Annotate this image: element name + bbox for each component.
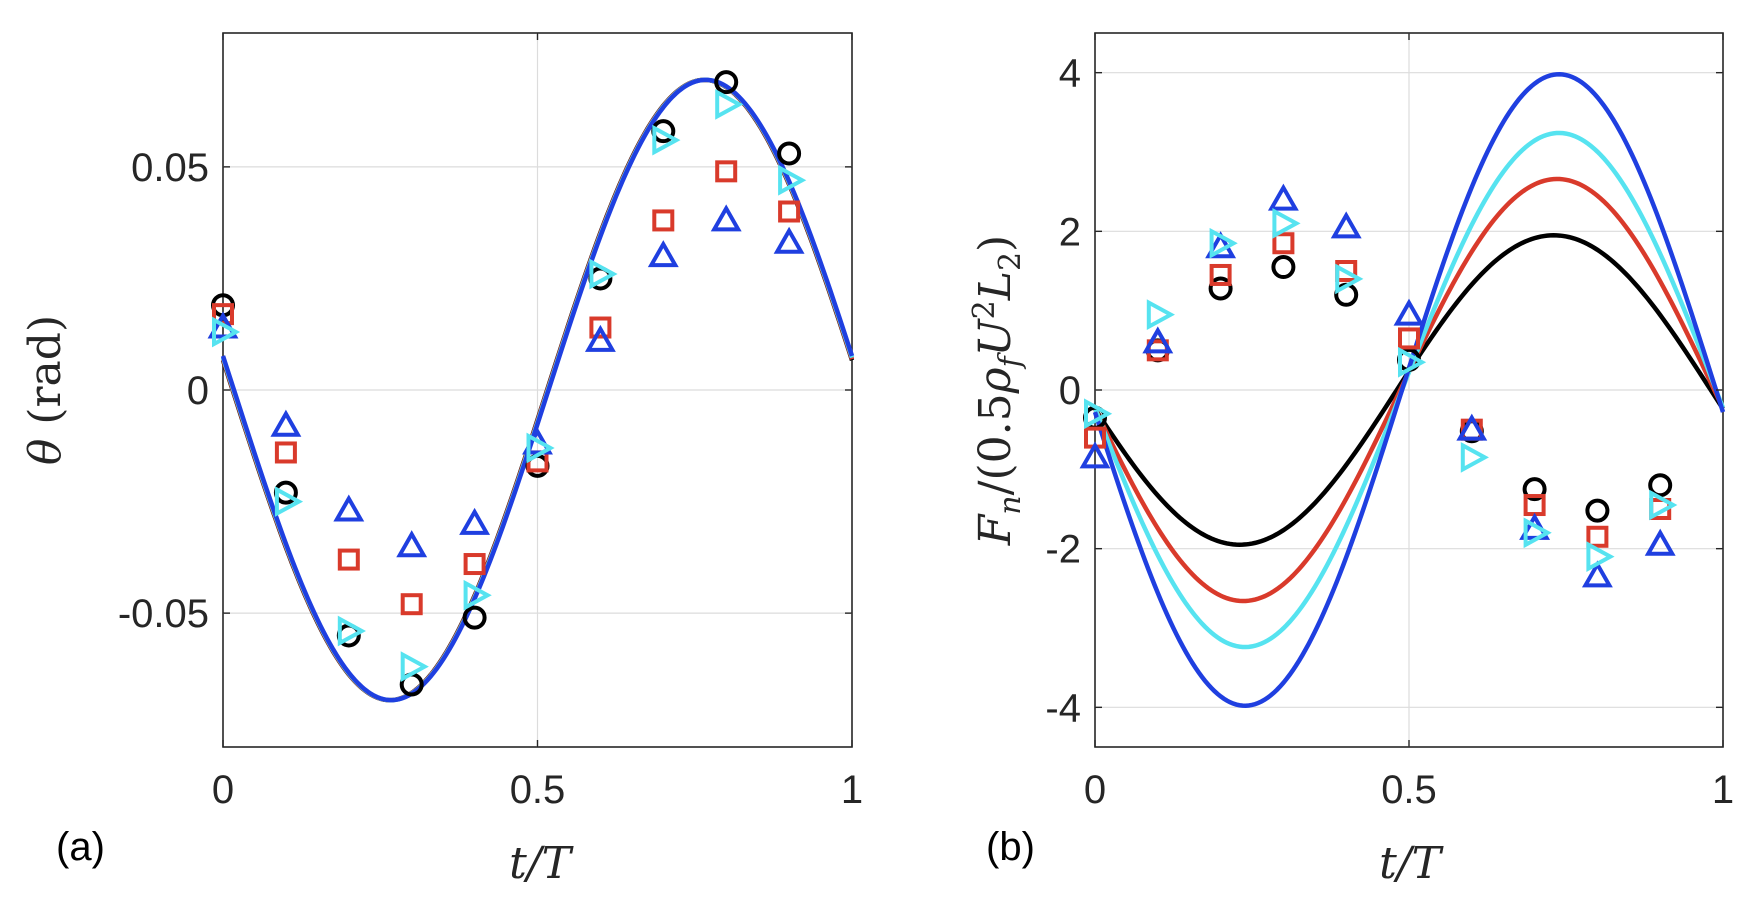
circle-marker [1522,477,1547,502]
triangle-right-marker [1586,541,1615,572]
panel-b-x-axis-label: t/T [1379,838,1445,889]
triangle-right-marker [652,124,681,156]
triangle-right-marker [400,651,429,683]
panel-a-x-axis-label: t/T [509,838,575,889]
y-tick-label: 0 [187,369,209,413]
triangle-up-marker [1393,298,1425,326]
triangle-right-marker [778,164,807,196]
x-tick-label: 0 [212,768,234,812]
model-curve [220,77,855,703]
circle-marker [777,141,802,166]
panel-b-grid [1095,33,1723,747]
triangle-up-marker [1079,441,1111,469]
triangle-right-marker [1084,398,1113,430]
triangle-right-marker [1460,442,1489,473]
x-tick-label: 1 [1712,768,1734,812]
triangle-right-marker [274,486,304,517]
y-tick-label: -0.05 [118,592,209,636]
triangle-up-marker [584,324,616,352]
triangle-up-marker [1581,560,1613,588]
square-marker [1586,525,1609,548]
panel-a-theta-plot: 0 0.5 1 -0.05 0 0.05 t/T θ (rad) (a) [20,32,863,889]
x-tick-label: 0.5 [1381,768,1437,812]
circle-marker [1208,276,1233,301]
square-marker [715,160,738,183]
panel-b-y-axis-label: Fn/(0.5ρfU2L2) [967,235,1028,546]
triangle-up-marker [1644,528,1676,556]
panel-a-y-axis-label: θ (rad) [20,315,71,465]
svg-text:t/T: t/T [1379,838,1445,889]
x-tick-label: 0 [1084,768,1106,812]
triangle-right-marker [212,316,241,348]
panel-a-grid [223,33,852,747]
square-marker [400,593,423,616]
panel-a-ticks: 0 0.5 1 -0.05 0 0.05 [118,33,863,812]
triangle-right-marker [1209,227,1238,259]
triangle-up-marker [647,240,679,268]
circle-marker [714,70,739,95]
square-marker [337,548,360,571]
triangle-right-marker [1146,299,1175,331]
panel-b-ticks: 0 0.5 1 -4 -2 0 2 4 [1045,33,1734,812]
x-tick-label: 0.5 [510,768,566,812]
square-marker [1272,232,1295,255]
triangle-up-marker [1267,183,1299,211]
y-tick-label: 0 [1059,369,1081,413]
triangle-up-marker [459,507,491,535]
panel-b-markers [1079,183,1678,588]
panel-a-label: (a) [56,825,105,869]
triangle-right-marker [337,615,366,647]
triangle-right-marker [589,258,618,290]
triangle-right-marker [1335,263,1364,295]
triangle-up-marker [1142,326,1174,354]
square-marker [1398,327,1420,350]
triangle-up-marker [1456,413,1488,441]
circle-marker [1648,473,1673,498]
y-tick-label: 2 [1059,210,1081,254]
circle-marker [1585,498,1610,523]
panel-a-markers [207,70,807,697]
square-marker [778,200,801,223]
triangle-up-marker [396,530,428,558]
y-tick-label: 4 [1059,52,1081,96]
svg-text:Fn/(0.5ρfU2L2): Fn/(0.5ρfU2L2) [967,235,1028,546]
x-tick-label: 1 [841,768,863,812]
square-marker [274,441,297,464]
circle-marker [462,605,487,630]
svg-text:t/T: t/T [509,838,575,889]
panel-b-label: (b) [986,825,1035,869]
square-marker [1209,263,1232,286]
triangle-up-marker [773,226,805,254]
triangle-right-marker [715,89,744,120]
panel-a-curves [220,77,855,703]
y-tick-label: 0.05 [131,146,209,190]
svg-text:θ (rad): θ (rad) [20,315,71,465]
triangle-up-marker [270,409,302,437]
triangle-right-marker [1272,208,1301,239]
triangle-right-marker [1649,489,1678,521]
triangle-right-marker [526,432,555,464]
triangle-right-marker [1523,517,1552,549]
triangle-right-marker [1398,346,1427,378]
circle-marker [1271,255,1296,280]
triangle-up-marker [1330,211,1362,239]
triangle-right-marker [463,579,492,611]
square-marker [589,316,612,339]
y-tick-label: -4 [1045,686,1081,730]
y-tick-label: -2 [1045,528,1081,572]
panel-b-force-plot: 0 0.5 1 -4 -2 0 2 4 t/T Fn/(0.5ρfU2L2) (b) [967,32,1734,889]
triangle-up-marker [333,494,365,522]
triangle-up-marker [710,204,742,232]
square-marker [652,209,675,232]
square-marker [463,553,486,576]
